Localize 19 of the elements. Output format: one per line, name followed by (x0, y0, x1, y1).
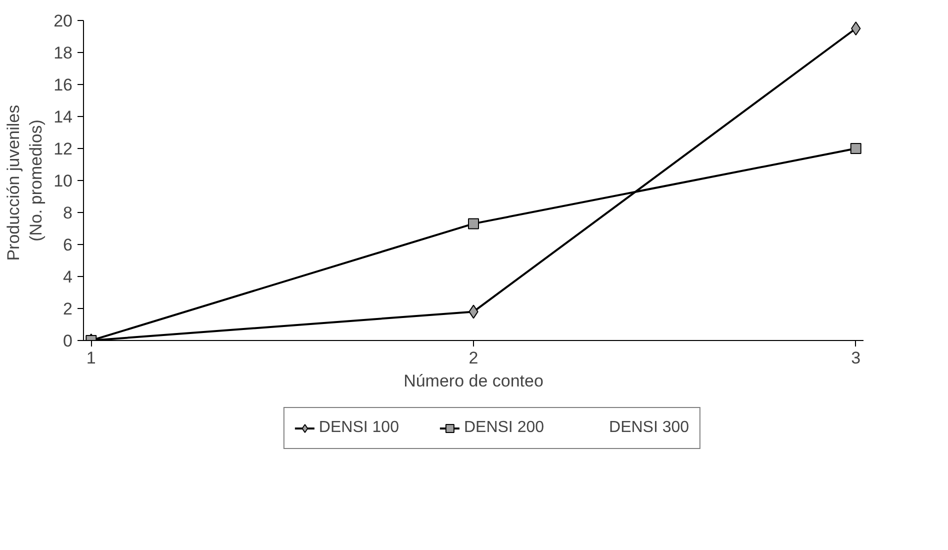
y-tick-label: 2 (63, 300, 73, 318)
y-tick-label: 6 (63, 236, 73, 254)
y-axis-title: Producción juveniles (No. promedios) (4, 104, 46, 261)
y-tick-label: 16 (54, 76, 73, 94)
x-tick-label: 1 (86, 348, 96, 368)
y-tick-label: 14 (54, 108, 73, 126)
x-axis-title: Número de conteo (404, 372, 544, 390)
text: DENSI 300 (609, 419, 690, 437)
x-tick-label: 2 (468, 348, 478, 368)
legend-label: DENSI 200 (464, 419, 544, 437)
y-tick-label: 20 (54, 12, 73, 30)
legend-label: DENSI 100 (318, 419, 399, 437)
y-tick-label: 10 (54, 172, 73, 190)
y-tick-label: 8 (63, 204, 73, 222)
y-tick-label: 4 (63, 268, 73, 286)
y-tick-label: 0 (63, 332, 73, 350)
y-tick-label: 18 (54, 44, 73, 62)
y-tick-label: 12 (54, 140, 73, 158)
x-tick-label: 3 (851, 348, 861, 368)
